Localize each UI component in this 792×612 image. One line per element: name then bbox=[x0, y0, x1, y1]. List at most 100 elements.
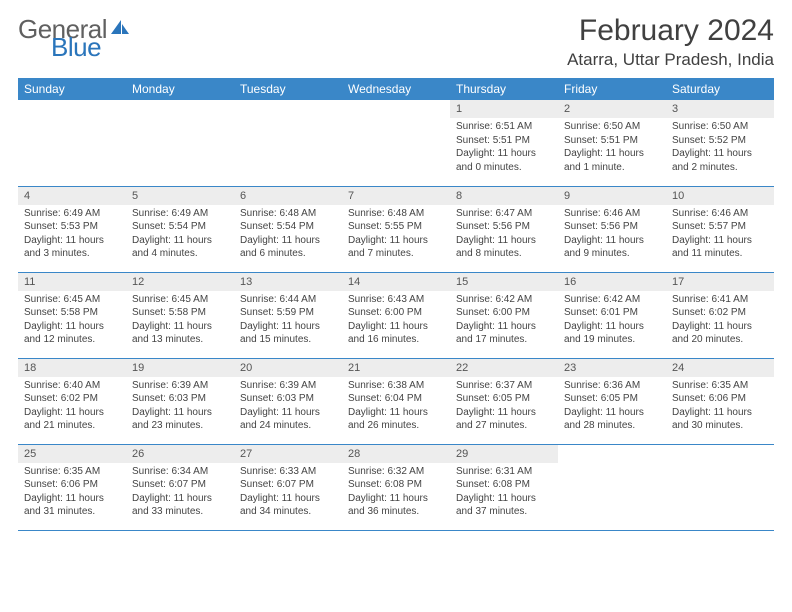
day-number: 2 bbox=[558, 100, 666, 118]
day-cell: 2Sunrise: 6:50 AMSunset: 5:51 PMDaylight… bbox=[558, 100, 666, 186]
day-details: Sunrise: 6:43 AMSunset: 6:00 PMDaylight:… bbox=[342, 291, 450, 351]
day-cell: 19Sunrise: 6:39 AMSunset: 6:03 PMDayligh… bbox=[126, 358, 234, 444]
day-number: 24 bbox=[666, 359, 774, 377]
day-cell: 26Sunrise: 6:34 AMSunset: 6:07 PMDayligh… bbox=[126, 444, 234, 530]
empty-cell bbox=[342, 100, 450, 186]
calendar-row: 11Sunrise: 6:45 AMSunset: 5:58 PMDayligh… bbox=[18, 272, 774, 358]
day-details: Sunrise: 6:40 AMSunset: 6:02 PMDaylight:… bbox=[18, 377, 126, 437]
day-details: Sunrise: 6:35 AMSunset: 6:06 PMDaylight:… bbox=[666, 377, 774, 437]
day-cell: 20Sunrise: 6:39 AMSunset: 6:03 PMDayligh… bbox=[234, 358, 342, 444]
day-number: 23 bbox=[558, 359, 666, 377]
day-number: 16 bbox=[558, 273, 666, 291]
day-header: Monday bbox=[126, 78, 234, 100]
day-cell: 29Sunrise: 6:31 AMSunset: 6:08 PMDayligh… bbox=[450, 444, 558, 530]
day-header: Friday bbox=[558, 78, 666, 100]
day-number: 13 bbox=[234, 273, 342, 291]
day-details: Sunrise: 6:38 AMSunset: 6:04 PMDaylight:… bbox=[342, 377, 450, 437]
empty-cell bbox=[558, 444, 666, 530]
day-number: 12 bbox=[126, 273, 234, 291]
day-cell: 16Sunrise: 6:42 AMSunset: 6:01 PMDayligh… bbox=[558, 272, 666, 358]
day-details: Sunrise: 6:37 AMSunset: 6:05 PMDaylight:… bbox=[450, 377, 558, 437]
day-cell: 24Sunrise: 6:35 AMSunset: 6:06 PMDayligh… bbox=[666, 358, 774, 444]
day-cell: 12Sunrise: 6:45 AMSunset: 5:58 PMDayligh… bbox=[126, 272, 234, 358]
day-cell: 4Sunrise: 6:49 AMSunset: 5:53 PMDaylight… bbox=[18, 186, 126, 272]
logo-text-blue: Blue bbox=[51, 32, 101, 63]
day-cell: 6Sunrise: 6:48 AMSunset: 5:54 PMDaylight… bbox=[234, 186, 342, 272]
day-number: 4 bbox=[18, 187, 126, 205]
day-number: 25 bbox=[18, 445, 126, 463]
logo-sail-icon bbox=[109, 16, 131, 43]
day-details: Sunrise: 6:32 AMSunset: 6:08 PMDaylight:… bbox=[342, 463, 450, 523]
day-number: 19 bbox=[126, 359, 234, 377]
day-number: 29 bbox=[450, 445, 558, 463]
day-details: Sunrise: 6:49 AMSunset: 5:53 PMDaylight:… bbox=[18, 205, 126, 265]
day-cell: 22Sunrise: 6:37 AMSunset: 6:05 PMDayligh… bbox=[450, 358, 558, 444]
day-header: Tuesday bbox=[234, 78, 342, 100]
day-details: Sunrise: 6:33 AMSunset: 6:07 PMDaylight:… bbox=[234, 463, 342, 523]
day-details: Sunrise: 6:46 AMSunset: 5:56 PMDaylight:… bbox=[558, 205, 666, 265]
empty-cell bbox=[234, 100, 342, 186]
day-cell: 7Sunrise: 6:48 AMSunset: 5:55 PMDaylight… bbox=[342, 186, 450, 272]
day-number: 22 bbox=[450, 359, 558, 377]
day-number: 10 bbox=[666, 187, 774, 205]
day-header: Sunday bbox=[18, 78, 126, 100]
day-cell: 5Sunrise: 6:49 AMSunset: 5:54 PMDaylight… bbox=[126, 186, 234, 272]
day-details: Sunrise: 6:36 AMSunset: 6:05 PMDaylight:… bbox=[558, 377, 666, 437]
day-cell: 25Sunrise: 6:35 AMSunset: 6:06 PMDayligh… bbox=[18, 444, 126, 530]
day-details: Sunrise: 6:45 AMSunset: 5:58 PMDaylight:… bbox=[126, 291, 234, 351]
day-header: Saturday bbox=[666, 78, 774, 100]
day-details: Sunrise: 6:35 AMSunset: 6:06 PMDaylight:… bbox=[18, 463, 126, 523]
day-number: 5 bbox=[126, 187, 234, 205]
calendar-row: 18Sunrise: 6:40 AMSunset: 6:02 PMDayligh… bbox=[18, 358, 774, 444]
day-details: Sunrise: 6:48 AMSunset: 5:55 PMDaylight:… bbox=[342, 205, 450, 265]
day-number: 27 bbox=[234, 445, 342, 463]
day-details: Sunrise: 6:42 AMSunset: 6:00 PMDaylight:… bbox=[450, 291, 558, 351]
empty-cell bbox=[126, 100, 234, 186]
day-details: Sunrise: 6:45 AMSunset: 5:58 PMDaylight:… bbox=[18, 291, 126, 351]
calendar-row: 1Sunrise: 6:51 AMSunset: 5:51 PMDaylight… bbox=[18, 100, 774, 186]
day-cell: 17Sunrise: 6:41 AMSunset: 6:02 PMDayligh… bbox=[666, 272, 774, 358]
day-number: 28 bbox=[342, 445, 450, 463]
day-number: 6 bbox=[234, 187, 342, 205]
day-header: Thursday bbox=[450, 78, 558, 100]
day-details: Sunrise: 6:34 AMSunset: 6:07 PMDaylight:… bbox=[126, 463, 234, 523]
day-details: Sunrise: 6:44 AMSunset: 5:59 PMDaylight:… bbox=[234, 291, 342, 351]
day-cell: 21Sunrise: 6:38 AMSunset: 6:04 PMDayligh… bbox=[342, 358, 450, 444]
day-cell: 15Sunrise: 6:42 AMSunset: 6:00 PMDayligh… bbox=[450, 272, 558, 358]
empty-cell bbox=[18, 100, 126, 186]
day-details: Sunrise: 6:49 AMSunset: 5:54 PMDaylight:… bbox=[126, 205, 234, 265]
day-cell: 1Sunrise: 6:51 AMSunset: 5:51 PMDaylight… bbox=[450, 100, 558, 186]
day-details: Sunrise: 6:50 AMSunset: 5:52 PMDaylight:… bbox=[666, 118, 774, 178]
day-number: 7 bbox=[342, 187, 450, 205]
day-number: 17 bbox=[666, 273, 774, 291]
calendar-row: 25Sunrise: 6:35 AMSunset: 6:06 PMDayligh… bbox=[18, 444, 774, 530]
day-number: 1 bbox=[450, 100, 558, 118]
calendar-body: 1Sunrise: 6:51 AMSunset: 5:51 PMDaylight… bbox=[18, 100, 774, 530]
header: General Blue February 2024 Atarra, Uttar… bbox=[18, 14, 774, 70]
day-details: Sunrise: 6:39 AMSunset: 6:03 PMDaylight:… bbox=[126, 377, 234, 437]
day-number: 26 bbox=[126, 445, 234, 463]
day-number: 21 bbox=[342, 359, 450, 377]
day-cell: 23Sunrise: 6:36 AMSunset: 6:05 PMDayligh… bbox=[558, 358, 666, 444]
day-number: 14 bbox=[342, 273, 450, 291]
day-details: Sunrise: 6:41 AMSunset: 6:02 PMDaylight:… bbox=[666, 291, 774, 351]
day-cell: 10Sunrise: 6:46 AMSunset: 5:57 PMDayligh… bbox=[666, 186, 774, 272]
day-number: 20 bbox=[234, 359, 342, 377]
location: Atarra, Uttar Pradesh, India bbox=[567, 50, 774, 70]
empty-cell bbox=[666, 444, 774, 530]
day-cell: 9Sunrise: 6:46 AMSunset: 5:56 PMDaylight… bbox=[558, 186, 666, 272]
day-cell: 3Sunrise: 6:50 AMSunset: 5:52 PMDaylight… bbox=[666, 100, 774, 186]
day-details: Sunrise: 6:42 AMSunset: 6:01 PMDaylight:… bbox=[558, 291, 666, 351]
day-header-row: SundayMondayTuesdayWednesdayThursdayFrid… bbox=[18, 78, 774, 100]
day-cell: 18Sunrise: 6:40 AMSunset: 6:02 PMDayligh… bbox=[18, 358, 126, 444]
day-details: Sunrise: 6:39 AMSunset: 6:03 PMDaylight:… bbox=[234, 377, 342, 437]
logo: General Blue bbox=[18, 14, 185, 45]
day-details: Sunrise: 6:50 AMSunset: 5:51 PMDaylight:… bbox=[558, 118, 666, 178]
calendar-row: 4Sunrise: 6:49 AMSunset: 5:53 PMDaylight… bbox=[18, 186, 774, 272]
title-block: February 2024 Atarra, Uttar Pradesh, Ind… bbox=[567, 14, 774, 70]
calendar-table: SundayMondayTuesdayWednesdayThursdayFrid… bbox=[18, 78, 774, 531]
day-cell: 14Sunrise: 6:43 AMSunset: 6:00 PMDayligh… bbox=[342, 272, 450, 358]
day-cell: 11Sunrise: 6:45 AMSunset: 5:58 PMDayligh… bbox=[18, 272, 126, 358]
day-cell: 28Sunrise: 6:32 AMSunset: 6:08 PMDayligh… bbox=[342, 444, 450, 530]
day-details: Sunrise: 6:46 AMSunset: 5:57 PMDaylight:… bbox=[666, 205, 774, 265]
